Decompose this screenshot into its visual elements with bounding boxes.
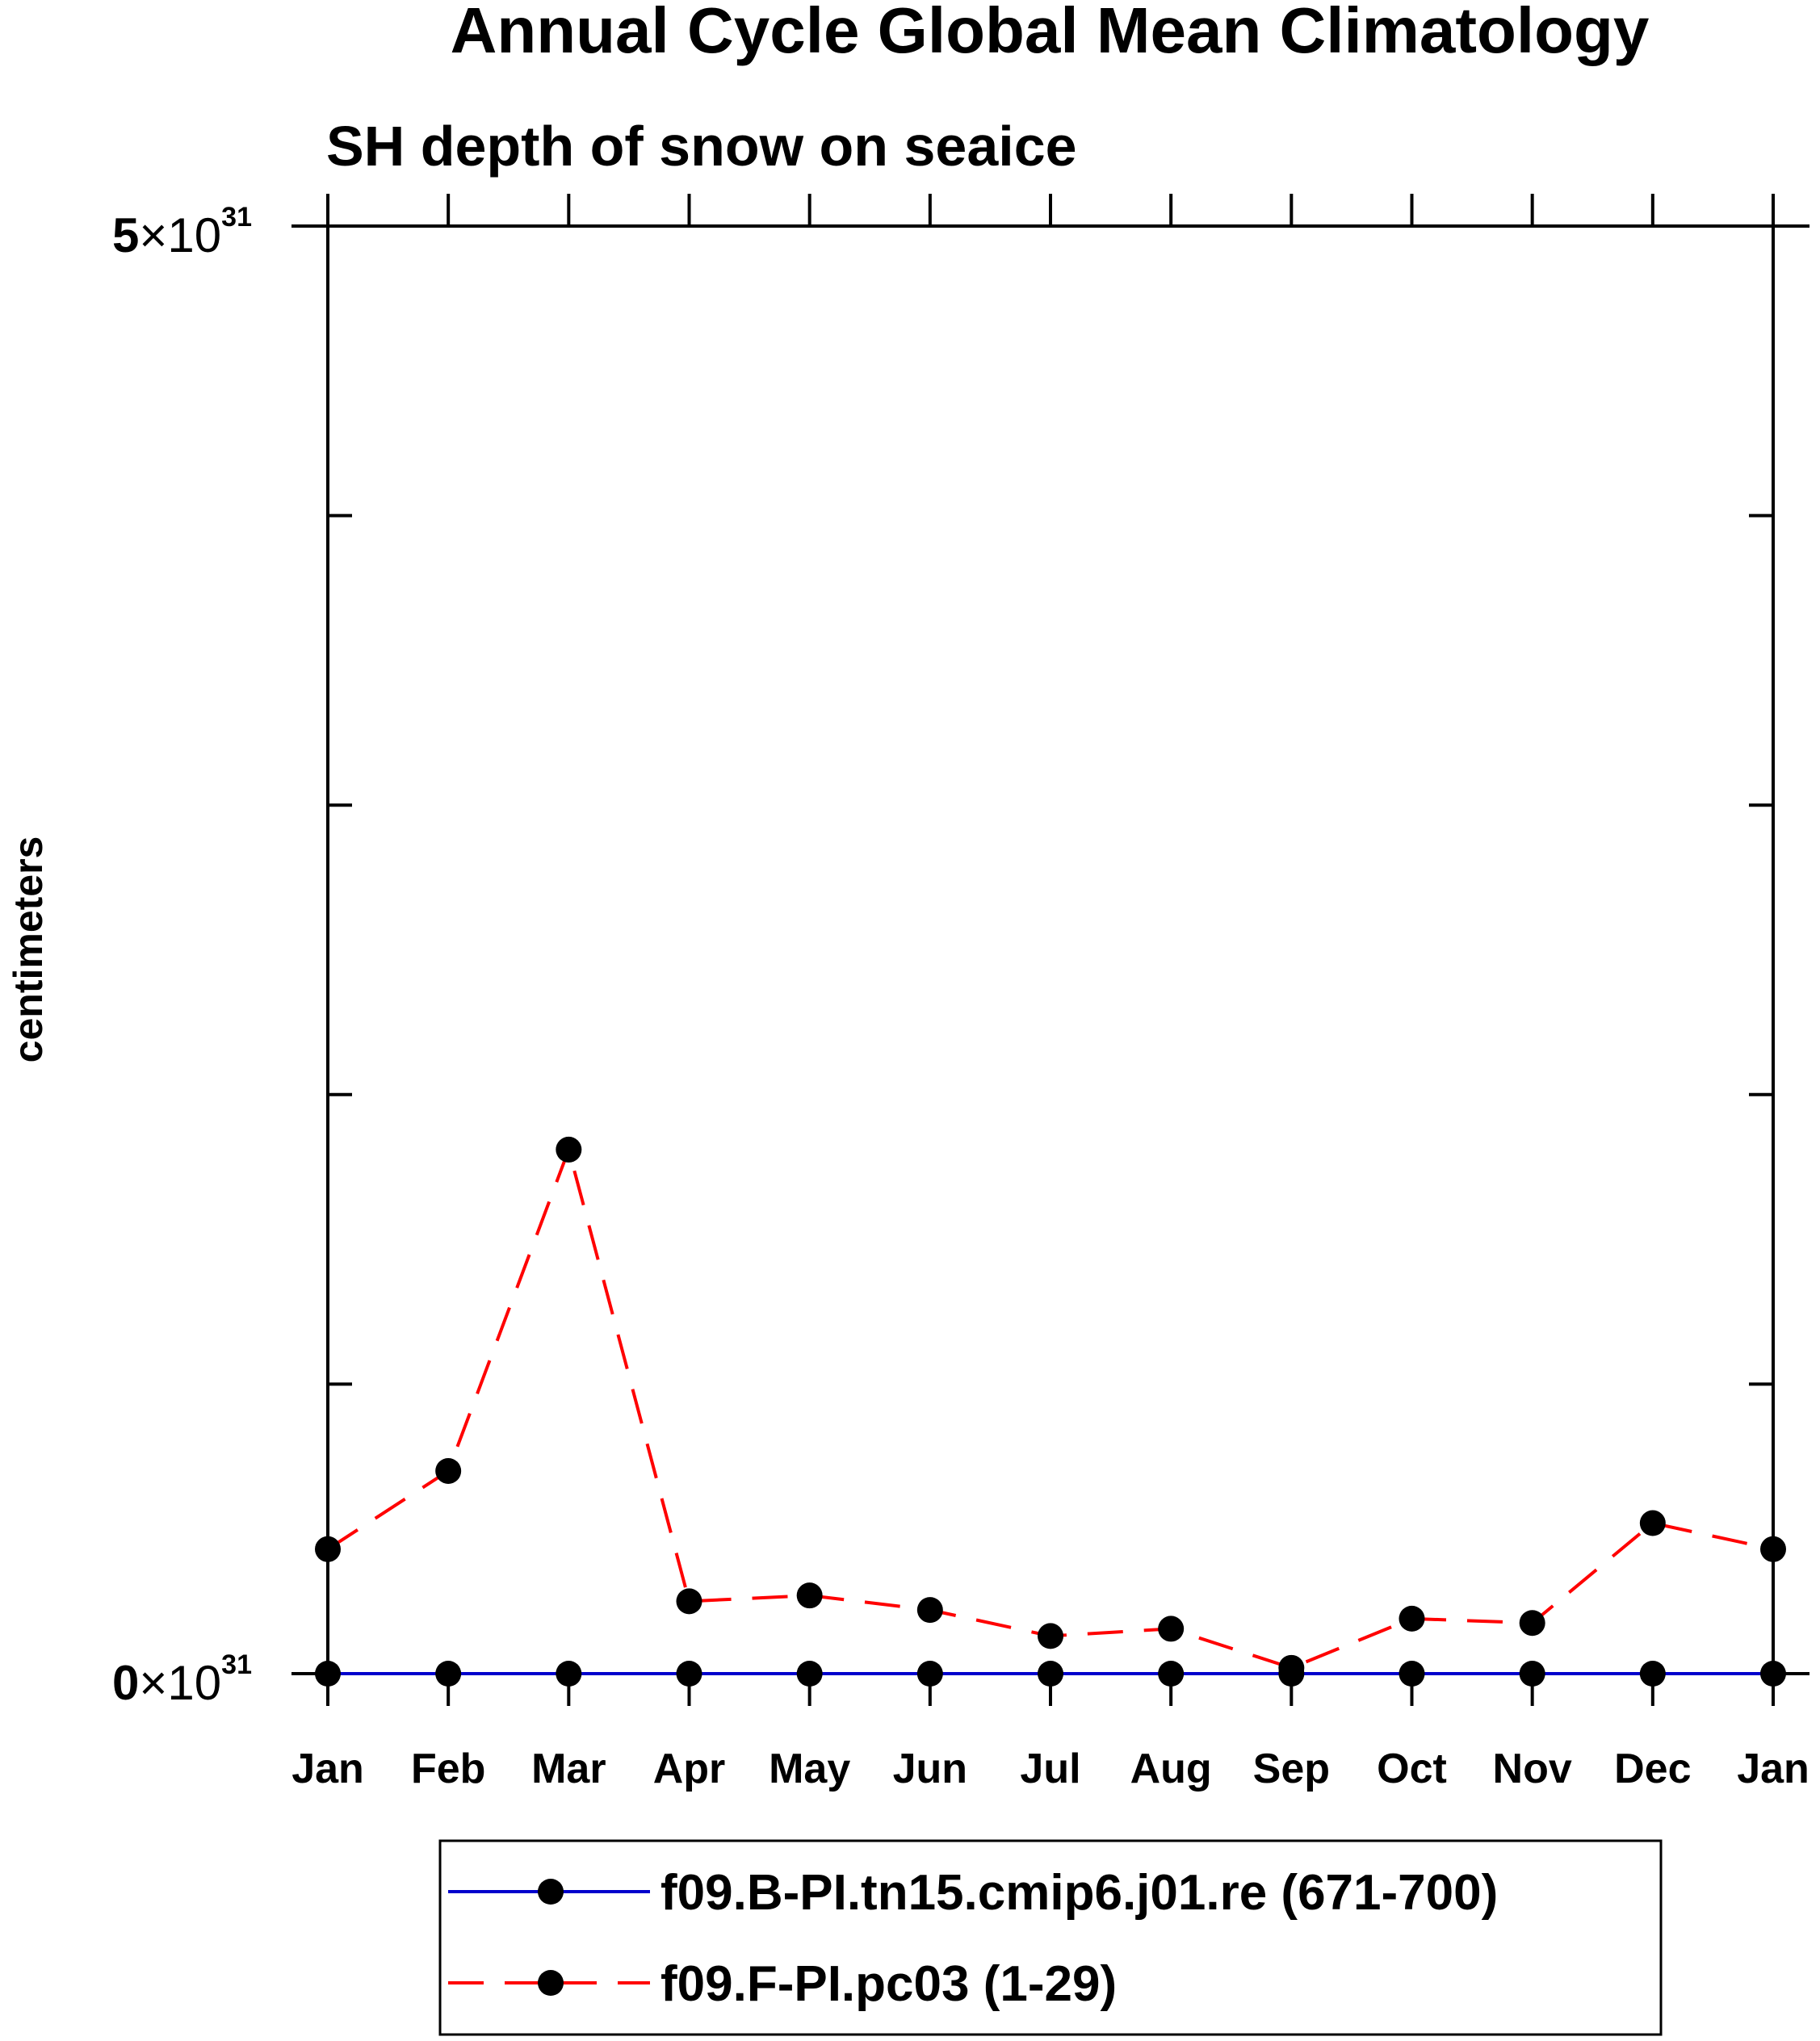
legend: f09.B-PI.tn15.cmip6.j01.re (671-700) f09.… bbox=[438, 1839, 1663, 2036]
data-point-series-0 bbox=[315, 1661, 341, 1687]
x-tick-label: May bbox=[769, 1746, 850, 1792]
x-tick-label: Jul bbox=[1020, 1746, 1080, 1792]
data-point-series-0 bbox=[1399, 1661, 1425, 1687]
y-tick-label-times: ×10 bbox=[139, 208, 221, 262]
data-point-series-0 bbox=[1519, 1661, 1545, 1687]
series-layer bbox=[315, 1136, 1786, 1687]
y-tick-label-exponent: 31 bbox=[221, 202, 252, 233]
y-tick-label: 0×1031 bbox=[112, 1649, 252, 1710]
chart-subtitle: SH depth of snow on seaice bbox=[326, 115, 1077, 178]
data-point-series-1 bbox=[315, 1536, 341, 1562]
data-point-series-1 bbox=[435, 1457, 462, 1484]
data-point-series-0 bbox=[796, 1661, 823, 1687]
data-point-series-1 bbox=[1519, 1610, 1545, 1637]
data-point-series-1 bbox=[1639, 1510, 1666, 1536]
y-axis-label: centimeters bbox=[6, 836, 51, 1063]
data-point-series-0 bbox=[676, 1661, 702, 1687]
legend-label-0: f09.B-PI.tn15.cmip6.j01.re (671-700) bbox=[660, 1865, 1498, 1921]
y-tick-label-base: 0 bbox=[112, 1656, 139, 1710]
data-point-series-1 bbox=[1158, 1616, 1185, 1642]
x-tick-label: Apr bbox=[653, 1746, 726, 1792]
chart-title: Annual Cycle Global Mean Climatology bbox=[451, 0, 1650, 66]
data-point-series-1 bbox=[676, 1588, 702, 1615]
data-point-series-1 bbox=[1760, 1536, 1786, 1562]
data-point-series-0 bbox=[1639, 1661, 1666, 1687]
data-point-series-0 bbox=[916, 1661, 943, 1687]
x-tick-label: Feb bbox=[411, 1746, 485, 1792]
data-point-series-1 bbox=[916, 1597, 943, 1624]
data-point-series-0 bbox=[1760, 1661, 1786, 1687]
data-point-series-0 bbox=[556, 1661, 582, 1687]
series-line-1 bbox=[326, 1144, 1774, 1670]
data-point-series-1 bbox=[796, 1582, 823, 1609]
x-tick-label: Mar bbox=[531, 1746, 606, 1792]
legend-label-1: f09.F-PI.pc03 (1-29) bbox=[660, 1956, 1117, 2012]
y-tick-label: 5×1031 bbox=[112, 202, 252, 262]
x-tick-label: Aug bbox=[1130, 1746, 1212, 1792]
legend-marker-0 bbox=[538, 1879, 564, 1905]
y-tick-label-times: ×10 bbox=[139, 1656, 221, 1710]
plot-axes: Jan Feb Mar Apr May Jun Jul Aug Sep Oct Nov Dec Jan 0… bbox=[112, 194, 1810, 1792]
x-tick-label: Jan bbox=[291, 1746, 364, 1792]
x-tick-label: Sep bbox=[1253, 1746, 1330, 1792]
data-point-series-1 bbox=[1038, 1623, 1063, 1649]
plot-frame bbox=[326, 224, 1775, 1675]
x-tick-label: Oct bbox=[1377, 1746, 1447, 1792]
data-point-series-1 bbox=[1399, 1605, 1425, 1632]
y-tick-label-exponent: 31 bbox=[221, 1649, 252, 1680]
x-tick-label: Nov bbox=[1493, 1746, 1572, 1792]
x-tick-label: Jun bbox=[893, 1746, 967, 1792]
y-tick-label-base: 5 bbox=[112, 208, 139, 262]
data-point-series-0 bbox=[1158, 1661, 1185, 1687]
data-point-series-0 bbox=[1278, 1661, 1305, 1687]
legend-marker-1 bbox=[538, 1970, 564, 1996]
data-point-series-0 bbox=[1038, 1661, 1063, 1687]
x-tick-label: Jan bbox=[1737, 1746, 1810, 1792]
data-point-series-0 bbox=[435, 1661, 462, 1687]
legend-box bbox=[438, 1839, 1663, 2036]
x-tick-label: Dec bbox=[1614, 1746, 1691, 1792]
data-point-series-1 bbox=[556, 1136, 582, 1163]
